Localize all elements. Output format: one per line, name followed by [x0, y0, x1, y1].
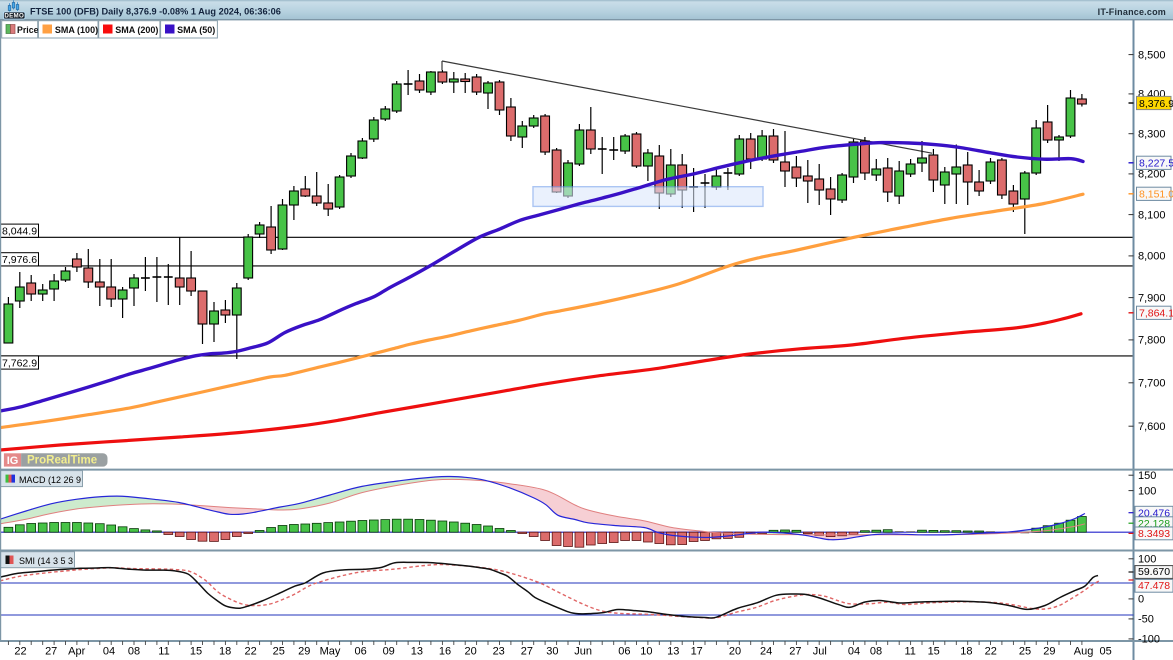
- svg-text:7,800: 7,800: [1138, 335, 1166, 347]
- svg-text:23: 23: [493, 646, 505, 658]
- svg-text:20.476: 20.476: [1138, 507, 1170, 519]
- svg-text:27: 27: [789, 646, 801, 658]
- svg-text:Aug: Aug: [1074, 646, 1094, 658]
- svg-text:8,227.5: 8,227.5: [1139, 158, 1173, 170]
- svg-text:8,376.9: 8,376.9: [1139, 98, 1173, 110]
- svg-text:7,600: 7,600: [1138, 421, 1166, 433]
- svg-text:08: 08: [870, 646, 882, 658]
- svg-text:IT-Finance.com: IT-Finance.com: [1098, 7, 1166, 17]
- svg-text:7,864.1: 7,864.1: [1139, 308, 1173, 320]
- svg-text:0: 0: [1138, 594, 1144, 606]
- svg-text:15: 15: [190, 646, 202, 658]
- svg-text:8,100: 8,100: [1138, 209, 1166, 221]
- svg-text:27: 27: [45, 646, 57, 658]
- svg-text:47.478: 47.478: [1138, 580, 1170, 592]
- svg-text:SMA (100): SMA (100): [55, 25, 98, 35]
- svg-text:29: 29: [298, 646, 310, 658]
- svg-text:18: 18: [219, 646, 231, 658]
- svg-text:13: 13: [411, 646, 423, 658]
- svg-text:04: 04: [103, 646, 115, 658]
- svg-text:8,151.0: 8,151.0: [1139, 189, 1173, 201]
- svg-text:7,762.9: 7,762.9: [2, 357, 37, 369]
- svg-text:8,300: 8,300: [1138, 129, 1166, 141]
- svg-text:27: 27: [521, 646, 533, 658]
- svg-text:04: 04: [848, 646, 860, 658]
- svg-text:IG: IG: [7, 455, 19, 467]
- svg-text:FTSE 100 (DFB) Daily 8,376.9 -: FTSE 100 (DFB) Daily 8,376.9 -0.08% 1 Au…: [30, 7, 281, 17]
- svg-text:Apr: Apr: [68, 646, 85, 658]
- svg-text:22: 22: [244, 646, 256, 658]
- svg-text:13: 13: [667, 646, 679, 658]
- svg-text:29: 29: [1043, 646, 1055, 658]
- svg-text:08: 08: [128, 646, 140, 658]
- svg-text:25: 25: [273, 646, 285, 658]
- svg-text:Jun: Jun: [574, 646, 592, 658]
- svg-text:22: 22: [985, 646, 997, 658]
- svg-text:59.670: 59.670: [1138, 566, 1170, 578]
- svg-text:7,700: 7,700: [1138, 378, 1166, 390]
- svg-text:10: 10: [640, 646, 652, 658]
- svg-text:06: 06: [354, 646, 366, 658]
- svg-text:25: 25: [1019, 646, 1031, 658]
- svg-text:100: 100: [1138, 554, 1156, 566]
- svg-text:09: 09: [383, 646, 395, 658]
- svg-text:18: 18: [960, 646, 972, 658]
- svg-text:7,900: 7,900: [1138, 292, 1166, 304]
- svg-text:150: 150: [1138, 470, 1156, 482]
- svg-text:15: 15: [928, 646, 940, 658]
- svg-text:8,500: 8,500: [1138, 49, 1166, 61]
- svg-text:06: 06: [618, 646, 630, 658]
- svg-text:16: 16: [439, 646, 451, 658]
- svg-text:SMA (50): SMA (50): [177, 25, 215, 35]
- svg-text:SMA (200): SMA (200): [115, 25, 158, 35]
- svg-text:-50: -50: [1138, 614, 1154, 626]
- svg-text:-100: -100: [1138, 634, 1160, 646]
- svg-text:Jul: Jul: [813, 646, 827, 658]
- svg-text:20: 20: [729, 646, 741, 658]
- svg-text:8,044.9: 8,044.9: [2, 226, 37, 238]
- svg-text:11: 11: [904, 646, 915, 658]
- svg-text:22: 22: [14, 646, 26, 658]
- svg-text:20: 20: [464, 646, 476, 658]
- svg-text:MACD (12 26 9: MACD (12 26 9: [19, 475, 81, 485]
- svg-text:8,000: 8,000: [1138, 251, 1166, 263]
- svg-text:7,976.6: 7,976.6: [2, 254, 37, 266]
- svg-text:17: 17: [691, 646, 703, 658]
- svg-text:8.3493: 8.3493: [1138, 528, 1170, 540]
- svg-text:30: 30: [546, 646, 558, 658]
- svg-text:ProRealTime: ProRealTime: [27, 455, 97, 467]
- svg-text:May: May: [320, 646, 341, 658]
- svg-text:DEMO: DEMO: [4, 13, 24, 20]
- svg-text:24: 24: [760, 646, 772, 658]
- svg-text:100: 100: [1138, 485, 1156, 497]
- svg-text:Price: Price: [17, 25, 39, 35]
- svg-text:05: 05: [1099, 646, 1111, 658]
- svg-text:11: 11: [158, 646, 169, 658]
- svg-text:SMI (14 3 5 3: SMI (14 3 5 3: [19, 556, 73, 566]
- svg-text:8,200: 8,200: [1138, 169, 1166, 181]
